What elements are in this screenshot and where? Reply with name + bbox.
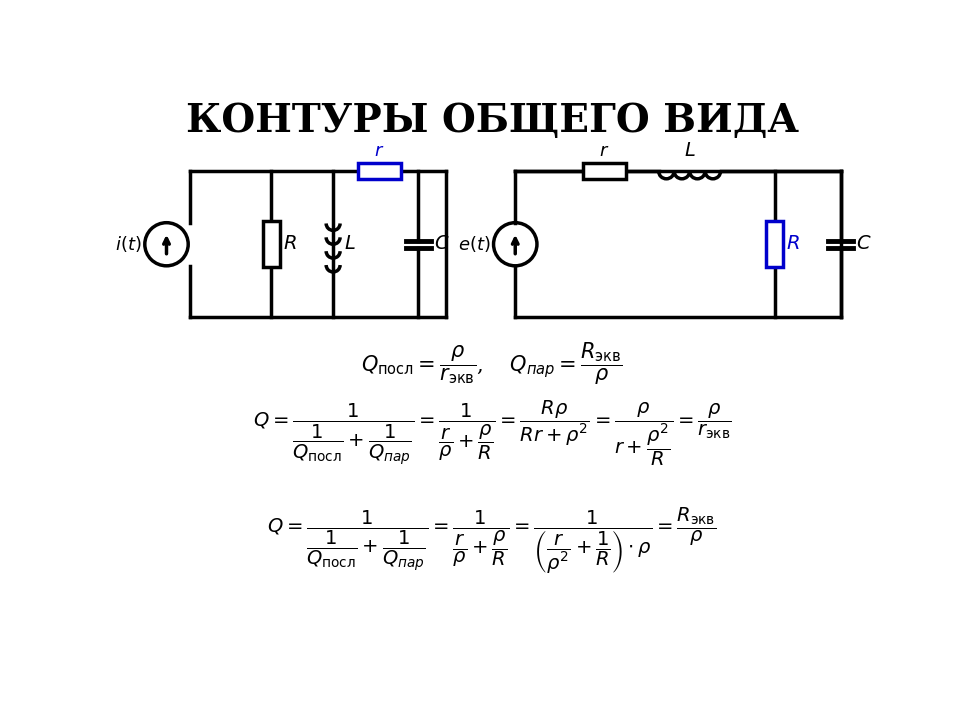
Text: $R$: $R$ — [283, 235, 297, 253]
Text: $e(t)$: $e(t)$ — [458, 234, 491, 254]
Bar — [583, 163, 626, 179]
Text: $Q = \dfrac{1}{\dfrac{1}{Q_{\mathrm{посл}}} + \dfrac{1}{Q_{\mathit{пар}}}} = \df: $Q = \dfrac{1}{\dfrac{1}{Q_{\mathrm{посл… — [252, 398, 732, 468]
Text: $C$: $C$ — [856, 235, 872, 253]
Text: $i(t)$: $i(t)$ — [115, 234, 142, 254]
Text: $Q_{\mathrm{посл}} = \dfrac{\rho}{r_{\mathrm{экв}}}$,    $Q_{\mathit{пар}} = \df: $Q_{\mathrm{посл}} = \dfrac{\rho}{r_{\ma… — [361, 341, 623, 387]
Text: $R$: $R$ — [786, 235, 801, 253]
Bar — [766, 221, 783, 267]
Text: $Q = \dfrac{1}{\dfrac{1}{Q_{\mathrm{посл}}} + \dfrac{1}{Q_{\mathit{пар}}}} = \df: $Q = \dfrac{1}{\dfrac{1}{Q_{\mathrm{посл… — [267, 505, 717, 576]
Text: $L$: $L$ — [344, 235, 355, 253]
Bar — [358, 163, 401, 179]
Bar — [263, 221, 279, 267]
Text: $L$: $L$ — [684, 143, 695, 161]
Text: КОНТУРЫ ОБЩЕГО ВИДА: КОНТУРЫ ОБЩЕГО ВИДА — [185, 102, 799, 140]
Text: $r$: $r$ — [599, 143, 610, 161]
Text: $C$: $C$ — [434, 235, 449, 253]
Text: $r$: $r$ — [374, 143, 385, 161]
